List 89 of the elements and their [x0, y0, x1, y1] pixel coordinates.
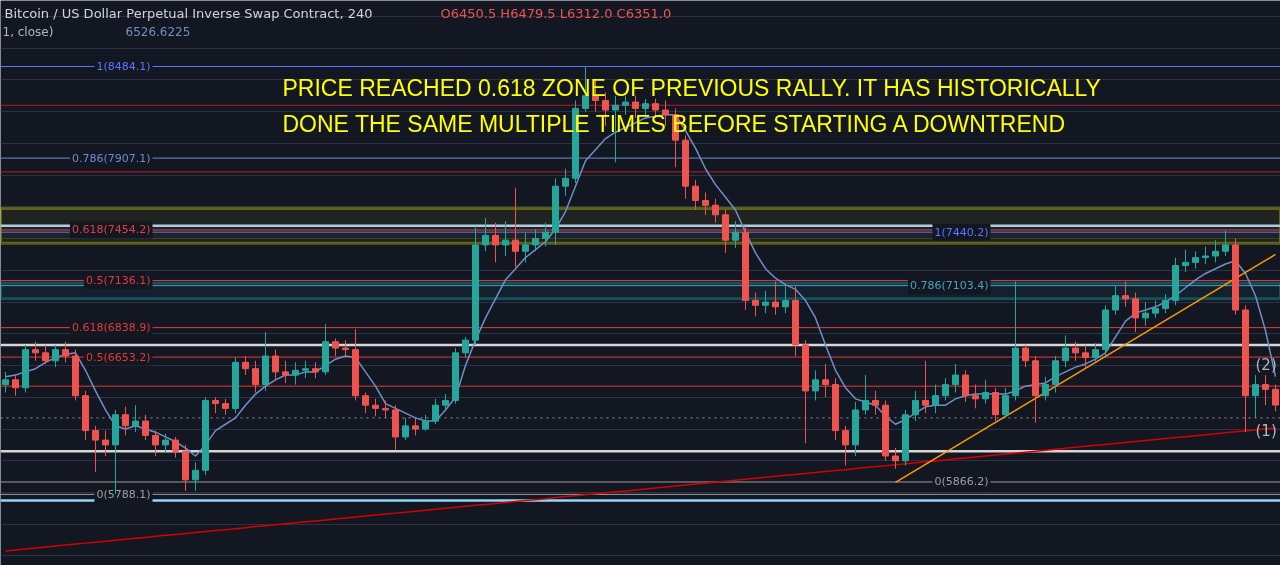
candlestick: [932, 384, 939, 414]
candlestick: [142, 414, 149, 441]
candlestick: [52, 344, 59, 368]
candlestick: [1132, 292, 1139, 333]
candlestick: [482, 217, 489, 252]
candlestick: [712, 198, 719, 224]
candlestick: [532, 228, 539, 252]
candlestick: [812, 369, 819, 401]
candlestick: [122, 406, 129, 436]
candlestick: [292, 361, 299, 386]
candlestick: [872, 390, 879, 416]
ref-line-label: 1(7440.2): [934, 225, 989, 239]
candlestick: [842, 425, 849, 467]
candlestick: [1162, 293, 1169, 314]
candlestick: [432, 398, 439, 425]
candlestick: [1052, 355, 1059, 394]
candlestick: [1112, 285, 1119, 316]
candlestick: [702, 192, 709, 216]
ref-line-label: 0.618(7454.2): [71, 223, 151, 237]
candlestick: [272, 349, 279, 381]
candlestick: [762, 290, 769, 314]
annotation: O6450.5 H6479.5 L6312.0 C6351.0: [440, 6, 672, 21]
candlestick: [42, 344, 49, 365]
candlestick: [132, 404, 139, 433]
candlestick: [172, 436, 179, 459]
candlestick: [522, 231, 529, 263]
candlestick: [282, 360, 289, 384]
candlestick: [1222, 230, 1229, 257]
candlestick: [1212, 239, 1219, 263]
candlestick: [62, 341, 69, 363]
candlestick: [922, 360, 929, 414]
candlestick: [152, 430, 159, 457]
candlestick: [862, 374, 869, 416]
candlestick: [912, 390, 919, 422]
candlestick: [952, 363, 959, 394]
annotation: 6526.6225: [125, 25, 191, 39]
candlestick: [492, 222, 499, 263]
candlestick: [362, 392, 369, 414]
candlestick: [942, 377, 949, 401]
candlestick: [772, 280, 779, 316]
candlestick: [972, 384, 979, 409]
candlestick: [402, 417, 409, 441]
candlestick: [192, 461, 199, 492]
ref-line-label: 0.786(7907.1): [71, 151, 151, 165]
ref-line-label: 0.618(6838.9): [71, 321, 151, 335]
candlestick: [962, 369, 969, 403]
ref-line-label: 1(8484.1): [96, 60, 151, 74]
candlestick: [1272, 384, 1279, 412]
candlestick: [732, 220, 739, 249]
candlestick: [1122, 280, 1129, 308]
candlestick: [1092, 342, 1099, 363]
chart-title: Bitcoin / US Dollar Perpetual Inverse Swap Contract, 240: [4, 6, 373, 21]
candlestick: [2, 371, 9, 394]
candlestick: [102, 430, 109, 457]
candlestick: [242, 355, 249, 376]
candlestick: [1042, 376, 1049, 401]
candlestick: [1062, 334, 1069, 368]
candlestick: [1182, 249, 1189, 273]
candlestick: [622, 95, 629, 116]
candlestick: [562, 168, 569, 197]
candlestick: [1252, 374, 1259, 419]
candlestick: [1002, 387, 1009, 419]
candlestick: [822, 363, 829, 398]
candlestick: [1072, 341, 1079, 362]
annotation: 1, close): [2, 24, 54, 39]
candlestick: [892, 447, 899, 470]
candlestick: [542, 222, 549, 247]
candlestick: [982, 379, 989, 405]
ref-line-label: 0(5866.2): [934, 475, 989, 489]
ref-line-label: 0(5788.1): [96, 487, 151, 501]
candlestick: [252, 360, 259, 394]
candlestick: [502, 220, 509, 257]
candlestick: [512, 187, 519, 268]
candlestick: [692, 179, 699, 211]
candlestick: [1022, 344, 1029, 368]
ref-line-label: 0.786(7103.4): [909, 279, 989, 293]
candlestick: [1142, 301, 1149, 327]
candlestick: [162, 433, 169, 454]
candlestick: [752, 292, 759, 317]
candlestick: [1262, 374, 1269, 406]
ref-line-label: 0.5(7136.1): [85, 273, 151, 287]
candlestick: [1082, 344, 1089, 370]
candlestick: [992, 387, 999, 422]
candlestick: [782, 285, 789, 314]
candlestick: [32, 341, 39, 362]
ref-line-label: 0.5(6653.2): [85, 350, 151, 364]
candlestick: [462, 336, 469, 359]
candlestick: [12, 374, 19, 397]
candlestick: [92, 425, 99, 473]
